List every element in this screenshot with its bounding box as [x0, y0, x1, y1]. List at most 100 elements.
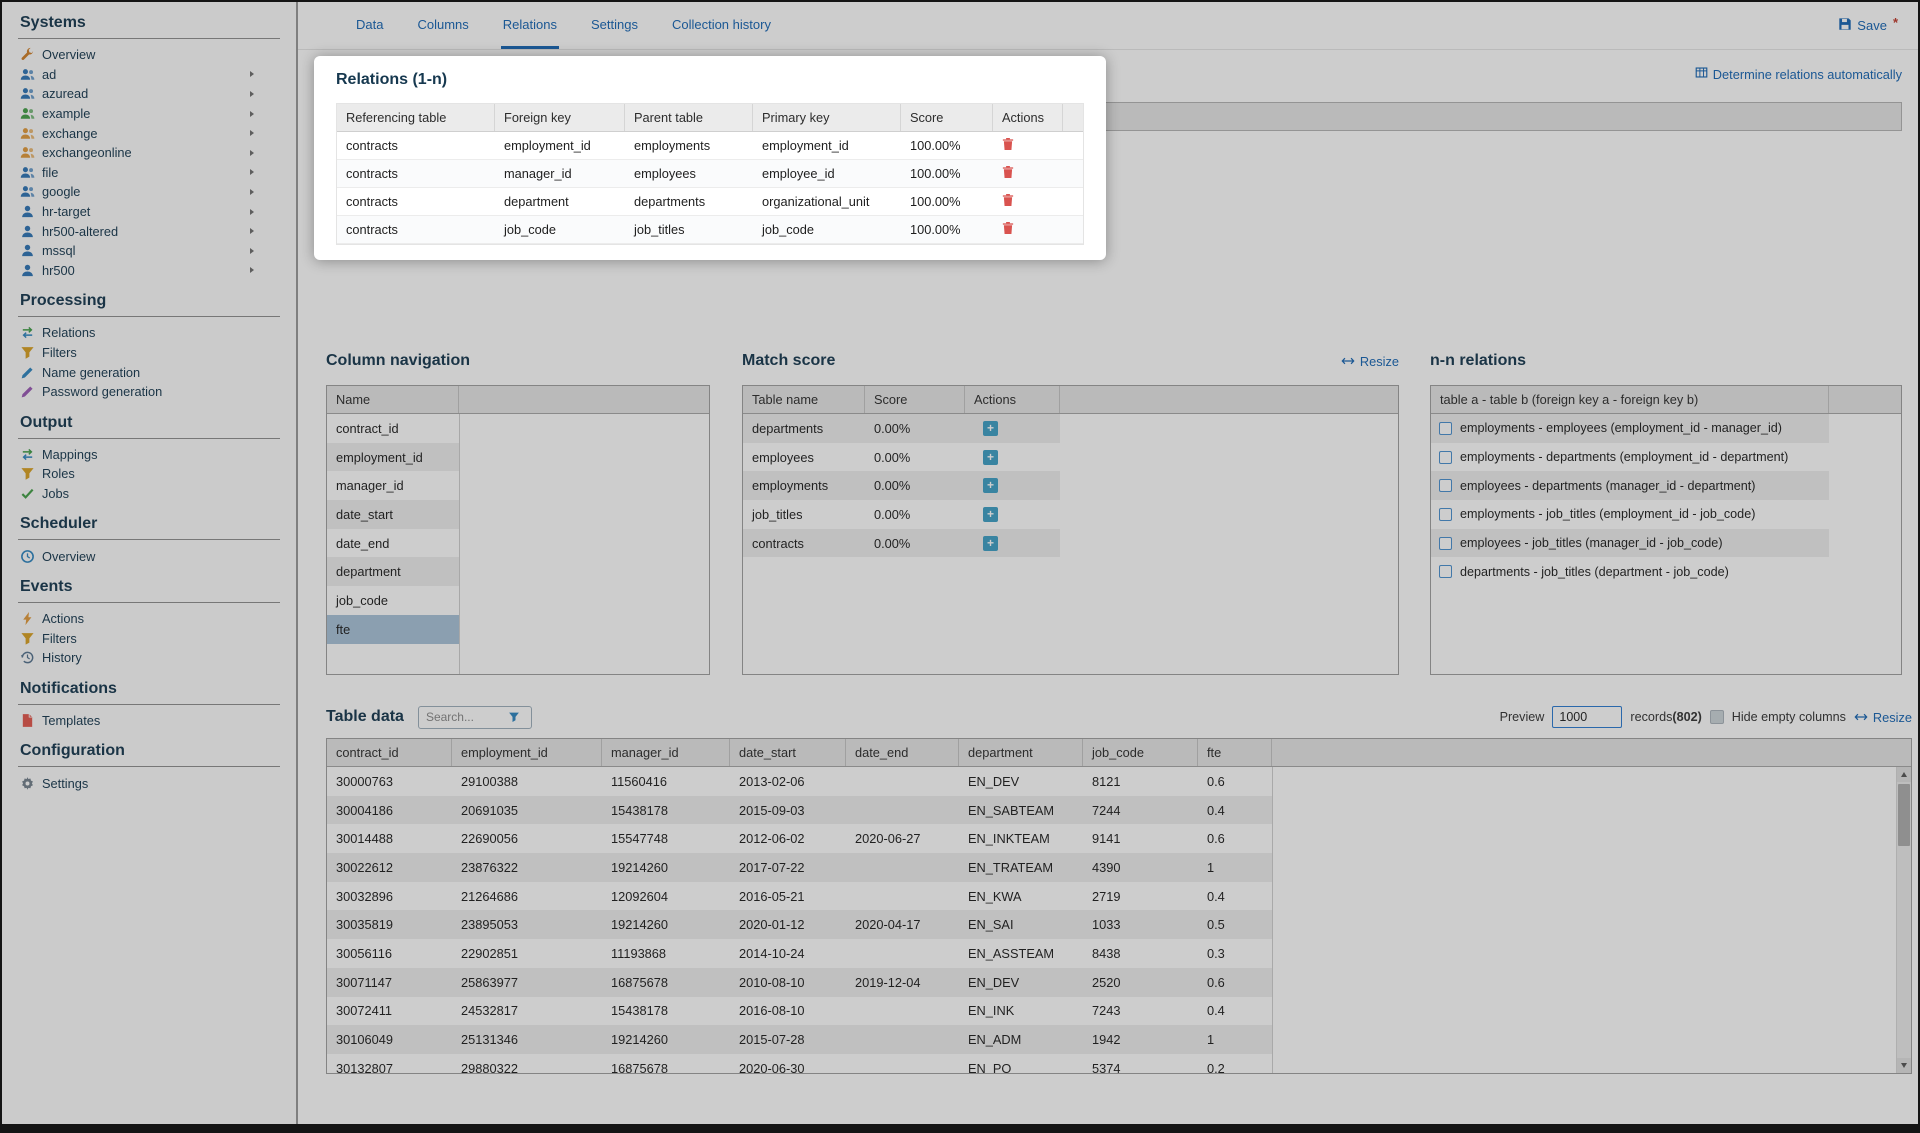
delete-relation-button[interactable]	[1002, 165, 1014, 179]
column-nav-row[interactable]: date_end	[327, 529, 459, 558]
sidebar-item-processing-relations[interactable]: Relations	[2, 323, 296, 343]
hide-empty-columns-checkbox[interactable]	[1710, 710, 1724, 724]
sidebar-item-processing-password-generation[interactable]: Password generation	[2, 382, 296, 402]
scroll-down-icon[interactable]	[1897, 1058, 1911, 1073]
hide-empty-columns-label: Hide empty columns	[1732, 710, 1846, 724]
nn-relation-checkbox[interactable]	[1439, 479, 1452, 492]
table-data-row[interactable]: 3013280729880322168756782020-06-30EN_PO5…	[327, 1054, 1272, 1073]
sidebar-item-systems-exchange[interactable]: exchange	[2, 123, 296, 143]
tab-settings[interactable]: Settings	[589, 2, 640, 49]
cell: 0.5	[1198, 917, 1272, 932]
column-navigation-panel: Column navigation Name contract_idemploy…	[326, 350, 710, 675]
column-nav-row[interactable]: fte	[327, 615, 459, 644]
cell: 100.00%	[901, 138, 993, 153]
column-nav-row[interactable]: contract_id	[327, 414, 459, 443]
sidebar-item-processing-name-generation[interactable]: Name generation	[2, 362, 296, 382]
tab-collection-history[interactable]: Collection history	[670, 2, 773, 49]
sidebar-item-systems-ad[interactable]: ad	[2, 65, 296, 85]
table-data-row[interactable]: 3002261223876322192142602017-07-22EN_TRA…	[327, 853, 1272, 882]
determine-relations-link[interactable]: Determine relations automatically	[1695, 66, 1902, 82]
vertical-scrollbar[interactable]	[1896, 767, 1911, 1073]
chevron-right-icon	[250, 150, 254, 156]
add-relation-button[interactable]: +	[983, 421, 998, 436]
table-data-row[interactable]: 3000076329100388115604162013-02-06EN_DEV…	[327, 767, 1272, 796]
cell: 29880322	[452, 1061, 602, 1073]
search-filter-icon[interactable]	[508, 711, 520, 723]
chevron-right-icon	[250, 267, 254, 273]
sidebar-item-events-actions[interactable]: Actions	[2, 609, 296, 629]
sidebar-item-systems-hr500[interactable]: hr500	[2, 261, 296, 281]
column-nav-row[interactable]: employment_id	[327, 443, 459, 472]
table-data-header-date-end: date_end	[846, 739, 959, 766]
match-score-header-filler	[1060, 386, 1398, 413]
tab-relations[interactable]: Relations	[501, 2, 559, 49]
add-relation-button[interactable]: +	[983, 507, 998, 522]
main-area: Data Columns Relations Settings Collection h…	[298, 2, 1918, 1131]
nn-relation-checkbox[interactable]	[1439, 537, 1452, 550]
table-data-row[interactable]: 3007241124532817154381782016-08-10EN_INK…	[327, 997, 1272, 1026]
cell: contracts	[337, 194, 495, 209]
preview-count-input[interactable]	[1552, 706, 1622, 728]
sidebar-item-systems-google[interactable]: google	[2, 182, 296, 202]
relation-row: contractsemployment_idemploymentsemploym…	[337, 132, 1083, 160]
nn-relation-checkbox[interactable]	[1439, 422, 1452, 435]
save-button[interactable]: Save *	[1838, 2, 1898, 49]
scroll-thumb[interactable]	[1898, 784, 1910, 846]
delete-relation-button[interactable]	[1002, 137, 1014, 151]
sidebar-item-configuration-settings[interactable]: Settings	[2, 773, 296, 793]
sidebar-item-systems-hr-target[interactable]: hr-target	[2, 202, 296, 222]
sidebar-item-systems-overview[interactable]: Overview	[2, 45, 296, 65]
sidebar-item-events-filters[interactable]: Filters	[2, 628, 296, 648]
sidebar-item-systems-exchangeonline[interactable]: exchangeonline	[2, 143, 296, 163]
delete-relation-button[interactable]	[1002, 193, 1014, 207]
column-nav-row[interactable]: department	[327, 557, 459, 586]
tab-data[interactable]: Data	[354, 2, 385, 49]
sidebar-item-systems-file[interactable]: file	[2, 163, 296, 183]
sidebar-item-scheduler-overview[interactable]: Overview	[2, 546, 296, 566]
table-data-row[interactable]: 3000418620691035154381782015-09-03EN_SAB…	[327, 796, 1272, 825]
add-relation-button[interactable]: +	[983, 536, 998, 551]
cell: contracts	[337, 222, 495, 237]
cell: EN_KWA	[959, 889, 1083, 904]
delete-relation-button[interactable]	[1002, 221, 1014, 235]
cell: 0.6	[1198, 831, 1272, 846]
sidebar-item-processing-filters[interactable]: Filters	[2, 343, 296, 363]
cell: employment_id	[495, 138, 625, 153]
column-nav-row[interactable]: date_start	[327, 500, 459, 529]
sidebar-item-systems-hr500-altered[interactable]: hr500-altered	[2, 221, 296, 241]
search-input[interactable]	[426, 710, 508, 724]
tab-columns[interactable]: Columns	[415, 2, 470, 49]
nn-relation-checkbox[interactable]	[1439, 451, 1452, 464]
sidebar-item-output-jobs[interactable]: Jobs	[2, 484, 296, 504]
add-relation-button[interactable]: +	[983, 478, 998, 493]
column-nav-row[interactable]: manager_id	[327, 471, 459, 500]
sidebar-item-output-mappings[interactable]: Mappings	[2, 445, 296, 465]
column-nav-row[interactable]: job_code	[327, 586, 459, 615]
relation-row: contractsdepartmentdepartmentsorganizati…	[337, 188, 1083, 216]
scroll-up-icon[interactable]	[1897, 767, 1911, 782]
nn-relation-checkbox[interactable]	[1439, 508, 1452, 521]
sidebar-item-output-roles[interactable]: Roles	[2, 464, 296, 484]
match-score-resize-link[interactable]: Resize	[1341, 354, 1399, 369]
gear-icon	[20, 776, 35, 791]
sidebar-item-systems-azuread[interactable]: azuread	[2, 84, 296, 104]
match-score-header-actions: Actions	[965, 386, 1060, 413]
table-data-row[interactable]: 3007114725863977168756782010-08-102019-1…	[327, 968, 1272, 997]
table-data-row[interactable]: 3010604925131346192142602015-07-28EN_ADM…	[327, 1025, 1272, 1054]
table-data-row[interactable]: 3003289621264686120926042016-05-21EN_KWA…	[327, 882, 1272, 911]
table-data-row[interactable]: 3003581923895053192142602020-01-122020-0…	[327, 910, 1272, 939]
table-data-row[interactable]: 3001448822690056155477482012-06-022020-0…	[327, 824, 1272, 853]
add-relation-button[interactable]: +	[983, 450, 998, 465]
sidebar-item-systems-example[interactable]: example	[2, 104, 296, 124]
sidebar-item-events-history[interactable]: History	[2, 648, 296, 668]
table-data-row[interactable]: 3005611622902851111938682014-10-24EN_ASS…	[327, 939, 1272, 968]
cell: 4390	[1083, 860, 1198, 875]
nn-relation-checkbox[interactable]	[1439, 565, 1452, 578]
table-data-header-contract-id: contract_id	[327, 739, 452, 766]
cell: EN_ASSTEAM	[959, 946, 1083, 961]
table-data-resize-link[interactable]: Resize	[1854, 710, 1912, 725]
cell: 30071147	[327, 975, 452, 990]
sidebar-item-systems-mssql[interactable]: mssql	[2, 241, 296, 261]
sidebar-item-notifications-templates[interactable]: Templates	[2, 711, 296, 731]
sidebar-section-divider	[18, 438, 280, 439]
